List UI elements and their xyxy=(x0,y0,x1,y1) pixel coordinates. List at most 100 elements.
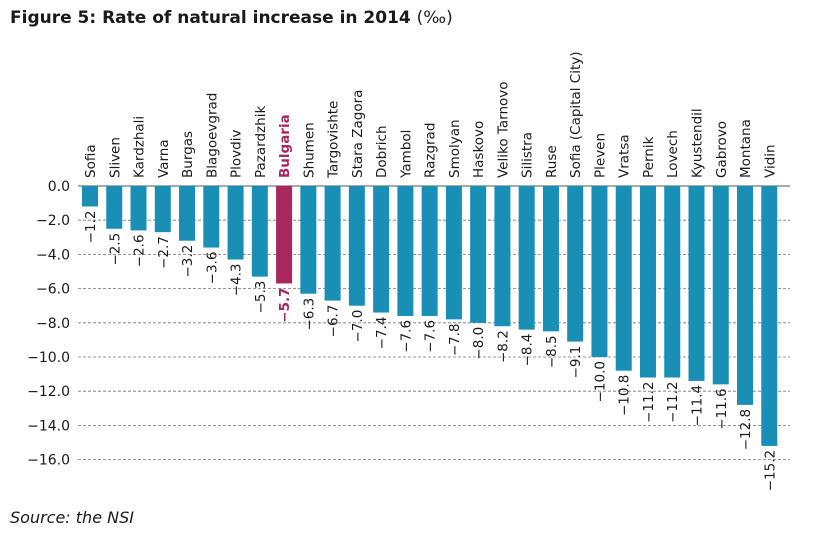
category-label-haskovo: Haskovo xyxy=(471,121,487,178)
y-tick-label: −14.0 xyxy=(27,418,70,434)
category-label-ruse: Ruse xyxy=(544,145,560,178)
bar-varna xyxy=(154,186,171,233)
category-label-vidin: Vidin xyxy=(762,144,778,178)
category-label-plovdiv: Plovdiv xyxy=(229,130,245,178)
y-tick-label: 0.0 xyxy=(48,179,70,195)
bar-ruse xyxy=(542,186,559,332)
category-label-pernik: Pernik xyxy=(641,136,657,178)
bar-razgrad xyxy=(421,186,438,316)
category-label-blagoevgrad: Blagoevgrad xyxy=(204,93,220,178)
category-label-sliven: Sliven xyxy=(107,137,123,178)
bar-gabrovo xyxy=(712,186,729,385)
y-tick-label: −16.0 xyxy=(27,453,70,469)
value-labels: −1.2 −2.5 −2.6 −2.7 −3.2 −3.6 −4.3 −5.3 −5.7 −6.3… xyxy=(83,211,778,492)
value-label-haskovo: −8.0 xyxy=(471,327,487,360)
bar-lovech xyxy=(664,186,681,378)
value-label-lovech: −11.2 xyxy=(665,382,681,423)
title-text: Figure 5: Rate of natural increase in 20… xyxy=(10,8,411,28)
category-label-sofia-capital-city: Sofia (Capital City) xyxy=(568,51,584,178)
category-label-silistra: Silistra xyxy=(520,132,536,178)
value-label-vidin: −15.2 xyxy=(762,450,778,491)
value-label-gabrovo: −11.6 xyxy=(714,388,730,429)
category-label-shumen: Shumen xyxy=(301,122,317,178)
y-axis-ticks: 0.0 −2.0 −4.0 −6.0 −8.0 −10.0 −12.0 −14.0 −16.0 xyxy=(27,179,70,469)
value-label-plovdiv: −4.3 xyxy=(229,264,245,297)
bar-stara-zagora xyxy=(348,186,365,306)
bar-burgas xyxy=(179,186,196,241)
bar-shumen xyxy=(300,186,317,294)
value-label-yambol: −7.6 xyxy=(398,320,414,353)
value-label-varna: −2.7 xyxy=(156,236,172,269)
bar-sofia xyxy=(82,186,98,207)
bar-kyustendil xyxy=(688,186,705,381)
bar-targovishte xyxy=(324,186,341,301)
category-label-pleven: Pleven xyxy=(592,133,608,178)
value-label-smolyan: −7.8 xyxy=(447,323,463,356)
category-labels: Sofia Sliven Kardzhali Varna Burgas Blagoevgr… xyxy=(83,51,778,179)
value-label-montana: −12.8 xyxy=(738,409,754,450)
y-tick-label: −12.0 xyxy=(27,384,70,400)
y-tick-label: −2.0 xyxy=(36,213,70,229)
value-label-sofia-capital-city: −9.1 xyxy=(568,346,584,379)
bar-smolyan xyxy=(445,186,462,320)
bar-montana xyxy=(737,186,754,405)
y-tick-label: −10.0 xyxy=(27,350,70,366)
category-label-veliko-tarnovo: Veliko Tarnovo xyxy=(495,81,511,178)
bar-silistra xyxy=(518,186,535,330)
category-label-gabrovo: Gabrovo xyxy=(714,121,730,178)
value-label-blagoevgrad: −3.6 xyxy=(204,252,220,285)
value-label-burgas: −3.2 xyxy=(180,245,196,278)
value-label-sliven: −2.5 xyxy=(107,233,123,266)
bar-kardzhali xyxy=(130,186,147,231)
y-tick-label: −8.0 xyxy=(36,316,70,332)
category-label-smolyan: Smolyan xyxy=(447,119,463,178)
bar-pazardzhik xyxy=(251,186,268,277)
bar-dobrich xyxy=(373,186,390,313)
category-label-yambol: Yambol xyxy=(398,130,414,179)
category-label-razgrad: Razgrad xyxy=(423,123,439,178)
value-label-pernik: −11.2 xyxy=(641,382,657,423)
value-label-vratsa: −10.8 xyxy=(617,375,633,416)
category-label-montana: Montana xyxy=(738,119,754,178)
value-label-kardzhali: −2.6 xyxy=(132,234,148,267)
bars xyxy=(82,186,778,446)
category-label-lovech: Lovech xyxy=(665,130,681,178)
value-label-bulgaria: −5.7 xyxy=(277,287,293,322)
title-unit: (‰) xyxy=(416,8,453,28)
bar-blagoevgrad xyxy=(203,186,220,248)
y-tick-label: −6.0 xyxy=(36,282,70,298)
bar-vidin xyxy=(761,186,778,446)
y-tick-label: −4.0 xyxy=(36,247,70,263)
category-label-kardzhali: Kardzhali xyxy=(132,116,148,178)
category-label-varna: Varna xyxy=(156,139,172,178)
value-label-dobrich: −7.4 xyxy=(374,317,390,350)
bar-bulgaria xyxy=(276,186,293,284)
value-label-targovishte: −6.7 xyxy=(326,305,342,338)
bar-vratsa xyxy=(615,186,632,371)
value-label-ruse: −8.5 xyxy=(544,335,560,368)
bar-haskovo xyxy=(470,186,487,323)
bar-yambol xyxy=(397,186,414,316)
bar-sofia-capital-city xyxy=(567,186,584,342)
category-label-pazardzhik: Pazardzhik xyxy=(253,106,269,178)
value-label-shumen: −6.3 xyxy=(301,298,317,331)
value-label-veliko-tarnovo: −8.2 xyxy=(495,330,511,363)
category-label-kyustendil: Kyustendil xyxy=(690,108,706,178)
category-label-targovishte: Targovishte xyxy=(326,101,342,179)
bar-pernik xyxy=(639,186,656,378)
category-label-vratsa: Vratsa xyxy=(617,134,633,178)
category-label-burgas: Burgas xyxy=(180,131,196,178)
chart-title: Figure 5: Rate of natural increase in 20… xyxy=(10,8,453,28)
value-label-pazardzhik: −5.3 xyxy=(253,281,269,314)
value-label-kyustendil: −11.4 xyxy=(690,385,706,426)
bar-sliven xyxy=(106,186,123,229)
value-label-stara-zagora: −7.0 xyxy=(350,310,366,343)
value-label-razgrad: −7.6 xyxy=(423,320,439,353)
value-label-silistra: −8.4 xyxy=(520,334,536,367)
value-label-sofia: −1.2 xyxy=(83,211,99,244)
bar-plovdiv xyxy=(227,186,244,260)
category-label-dobrich: Dobrich xyxy=(374,125,390,178)
source-note: Source: the NSI xyxy=(10,508,134,527)
category-label-sofia: Sofia xyxy=(83,144,99,178)
